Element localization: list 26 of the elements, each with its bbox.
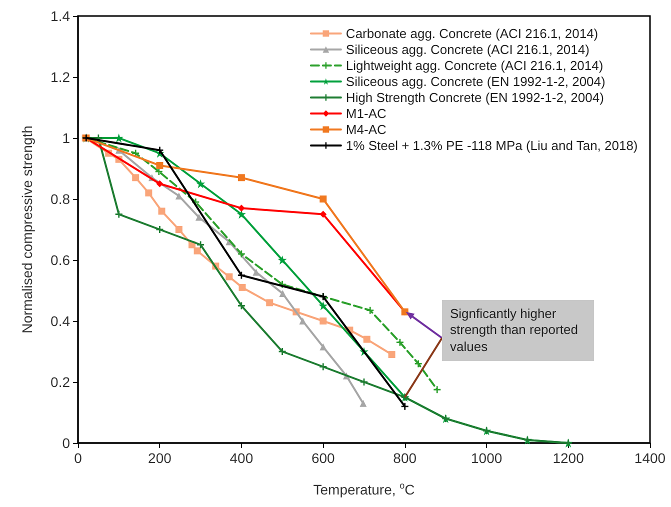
- legend-label: High Strength Concrete (EN 1992-1-2, 2004): [346, 90, 604, 105]
- y-tick-label: 0.6: [50, 252, 70, 268]
- annotation: Signficantly higher strength than reported values: [442, 300, 594, 361]
- y-tick-label: 0.4: [50, 313, 70, 329]
- x-tick-label: 1400: [634, 450, 666, 466]
- x-tick-label: 1000: [470, 450, 502, 466]
- y-tick-label: 1.2: [50, 69, 70, 85]
- legend-label: M4-AC: [346, 122, 386, 137]
- x-tick-label: 400: [230, 450, 254, 466]
- y-tick-label: 0.8: [50, 191, 70, 207]
- x-tick-label: 600: [311, 450, 336, 466]
- y-tick-label: 0: [62, 435, 70, 451]
- legend-label: 1% Steel + 1.3% PE -118 MPa (Liu and Tan, 2018): [346, 138, 638, 153]
- x-tick-label: 1200: [552, 450, 584, 466]
- legend-label: M1-AC: [346, 106, 386, 121]
- x-tick-label: 200: [148, 450, 172, 466]
- y-tick-label: 1.4: [50, 8, 70, 24]
- y-tick-label: 1: [62, 130, 70, 146]
- legend-label: Lightweight agg. Concrete (ACI 216.1, 2014): [346, 58, 604, 73]
- y-axis-title: Normalised compressive strength: [19, 126, 35, 334]
- legend-label: Siliceous agg. Concrete (ACI 216.1, 2014): [346, 42, 590, 57]
- legend-label: Siliceous agg. Concrete (EN 1992-1-2, 2004): [346, 74, 606, 89]
- y-tick-label: 0.2: [50, 374, 70, 390]
- x-tick-label: 0: [74, 450, 82, 466]
- legend-label: Carbonate agg. Concrete (ACI 216.1, 2014): [346, 26, 598, 41]
- x-tick-label: 800: [393, 450, 417, 466]
